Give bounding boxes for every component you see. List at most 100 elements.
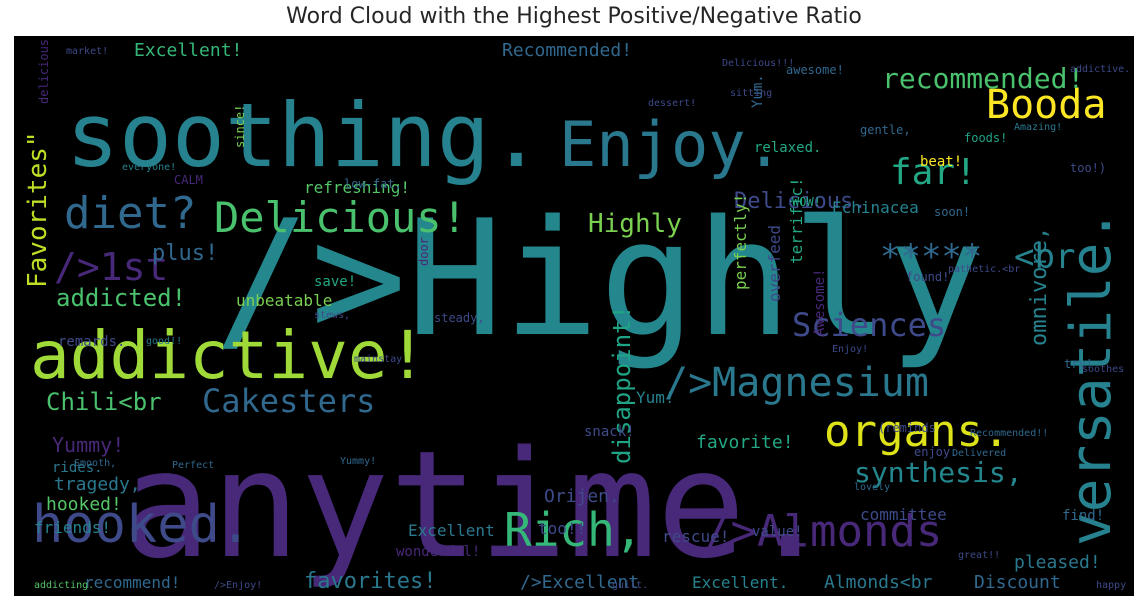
chart-title: Word Cloud with the Highest Positive/Neg… (286, 4, 862, 29)
word-cloud-word: Excellent (408, 521, 495, 540)
word-cloud-word: disappoint! (608, 305, 636, 464)
word-cloud-word: foods! (964, 131, 1007, 145)
word-cloud-word: unbeatable (236, 291, 332, 310)
word-cloud-word: terrific! (787, 177, 806, 264)
word-cloud-word: synthesis, (854, 456, 1023, 489)
word-cloud-word: pleased! (1014, 552, 1101, 573)
word-cloud-word: hooked. (32, 495, 251, 555)
word-cloud-word: favorites! (304, 569, 436, 594)
word-cloud-word: beat! (920, 154, 962, 170)
word-cloud-word: remards. (58, 334, 125, 350)
word-cloud-word: />Enjoy! (214, 580, 262, 591)
word-cloud-word: Highly (588, 209, 682, 239)
word-cloud-word: Favorites" (23, 131, 53, 288)
word-cloud-word: <br (1014, 237, 1075, 277)
word-cloud-word: Delicious!!! (722, 58, 794, 69)
word-cloud-word: try! (1064, 357, 1093, 371)
word-cloud-word: found! (906, 270, 949, 284)
word-cloud-word: Delicious! (214, 193, 467, 242)
word-cloud-word: />Magnesium (664, 360, 929, 406)
word-cloud-word: find! (1062, 508, 1104, 524)
word-cloud-word: Delicious. (734, 189, 866, 214)
word-cloud-word: Enjoy! (832, 344, 868, 355)
word-cloud-word: awesome! (786, 63, 844, 77)
word-cloud-word: friends! (34, 518, 111, 537)
word-cloud-word: Sciences (792, 306, 946, 344)
word-cloud-word: enjoy. (914, 445, 957, 459)
word-cloud-word: Awesome! (812, 269, 828, 336)
word-cloud-word: (reminds (878, 421, 936, 435)
word-cloud-word: market! (66, 46, 108, 57)
word-cloud-word: Recommended!! (970, 428, 1048, 439)
word-cloud-word: Orijen. (544, 486, 620, 507)
word-cloud-word: since! (233, 105, 247, 148)
word-cloud-word: too!! (538, 519, 586, 538)
word-cloud-word: happy (1096, 580, 1126, 591)
word-cloud-word: soothing. (66, 84, 543, 187)
word-cloud-word: diet? (64, 188, 196, 239)
word-cloud-word: low-fat, (344, 177, 402, 191)
word-cloud-word: />Excellent (520, 572, 639, 593)
word-cloud-word: Cakesters (202, 382, 375, 420)
word-cloud-word: recommend! (84, 573, 180, 592)
word-cloud-word: dessert! (648, 98, 696, 109)
word-cloud-word: wonderful! (396, 544, 480, 560)
word-cloud-word: Yum. (750, 74, 766, 108)
word-cloud-word: rides. (52, 460, 103, 476)
word-cloud-word: omnivore, (1027, 227, 1052, 346)
word-cloud-word: Discount (974, 572, 1061, 593)
word-cloud-word: tragedy, (54, 474, 141, 495)
word-cloud-word: anytime. (122, 419, 835, 591)
word-cloud-word: relaxed. (754, 140, 821, 156)
word-cloud-word: gentle, (860, 123, 911, 137)
word-cloud-word: plus! (152, 241, 218, 266)
word-cloud-svg: />Highly anytime. soothing. Enjoy. addictive… (23, 36, 1130, 594)
word-cloud-word: addictive. (1070, 64, 1130, 75)
word-cloud-word: favorite! (696, 432, 794, 453)
word-cloud-word: delicious! (37, 36, 51, 104)
word-cloud-word: good!! (146, 336, 182, 347)
word-cloud-word: addicting. (34, 580, 94, 591)
word-cloud-word: guilt. (612, 580, 648, 591)
word-cloud-word: />Almonds (704, 506, 942, 557)
word-cloud-word: organs. (824, 406, 1009, 457)
word-cloud-canvas: />Highly anytime. soothing. Enjoy. addictive… (14, 36, 1134, 596)
word-cloud-word: far! (890, 152, 977, 193)
word-cloud-word: Yummy! (340, 456, 376, 467)
word-cloud-word: lovely (854, 482, 890, 493)
word-cloud-word: value! (752, 524, 803, 540)
word-cloud-word: soothes (1082, 364, 1124, 375)
word-cloud-word: Rich, (504, 503, 642, 557)
word-cloud-word: Perfect (172, 460, 214, 471)
word-cloud-word: addicted! (56, 284, 186, 312)
word-cloud-word: rescue! (662, 527, 729, 546)
word-cloud-word: />Highly (214, 185, 985, 372)
word-cloud-word: steady, (434, 311, 485, 325)
word-cloud-word: Yum! (636, 388, 675, 407)
word-cloud-word: Recommended! (502, 40, 632, 61)
word-cloud-word: committee (860, 505, 947, 524)
word-cloud-word: Yummy! (52, 433, 124, 457)
word-cloud-word: versatile. (1059, 209, 1124, 546)
word-cloud-word: everyone! (122, 162, 176, 173)
word-cloud-word: Excellent. (692, 573, 788, 592)
word-cloud-word: door (417, 237, 431, 266)
word-cloud-word: Delivered (952, 448, 1006, 459)
word-cloud-word: Almonds<br (824, 572, 933, 593)
word-cloud-word: Smooth, (74, 458, 116, 469)
word-cloud-word: perfectly! (731, 194, 750, 290)
word-cloud-word: Enjoy. (559, 108, 783, 181)
word-cloud-word: great!! (958, 550, 1000, 561)
word-cloud-word: snack! (584, 424, 635, 440)
word-cloud-word: />1st (54, 245, 168, 289)
word-cloud-word: Booda (986, 82, 1106, 128)
word-cloud-word: Amazing! (1014, 122, 1062, 133)
word-cloud-word: sitting (730, 88, 772, 99)
word-cloud-word: mainstay (354, 354, 402, 365)
word-cloud-word: stews, (314, 310, 350, 321)
word-cloud-word: soon! (934, 205, 970, 219)
word-cloud-word: overfeed (765, 225, 784, 302)
word-cloud-word: Excellent! (134, 40, 242, 61)
word-cloud-word: hooked! (46, 494, 122, 515)
word-cloud-word: CALM (174, 173, 203, 187)
